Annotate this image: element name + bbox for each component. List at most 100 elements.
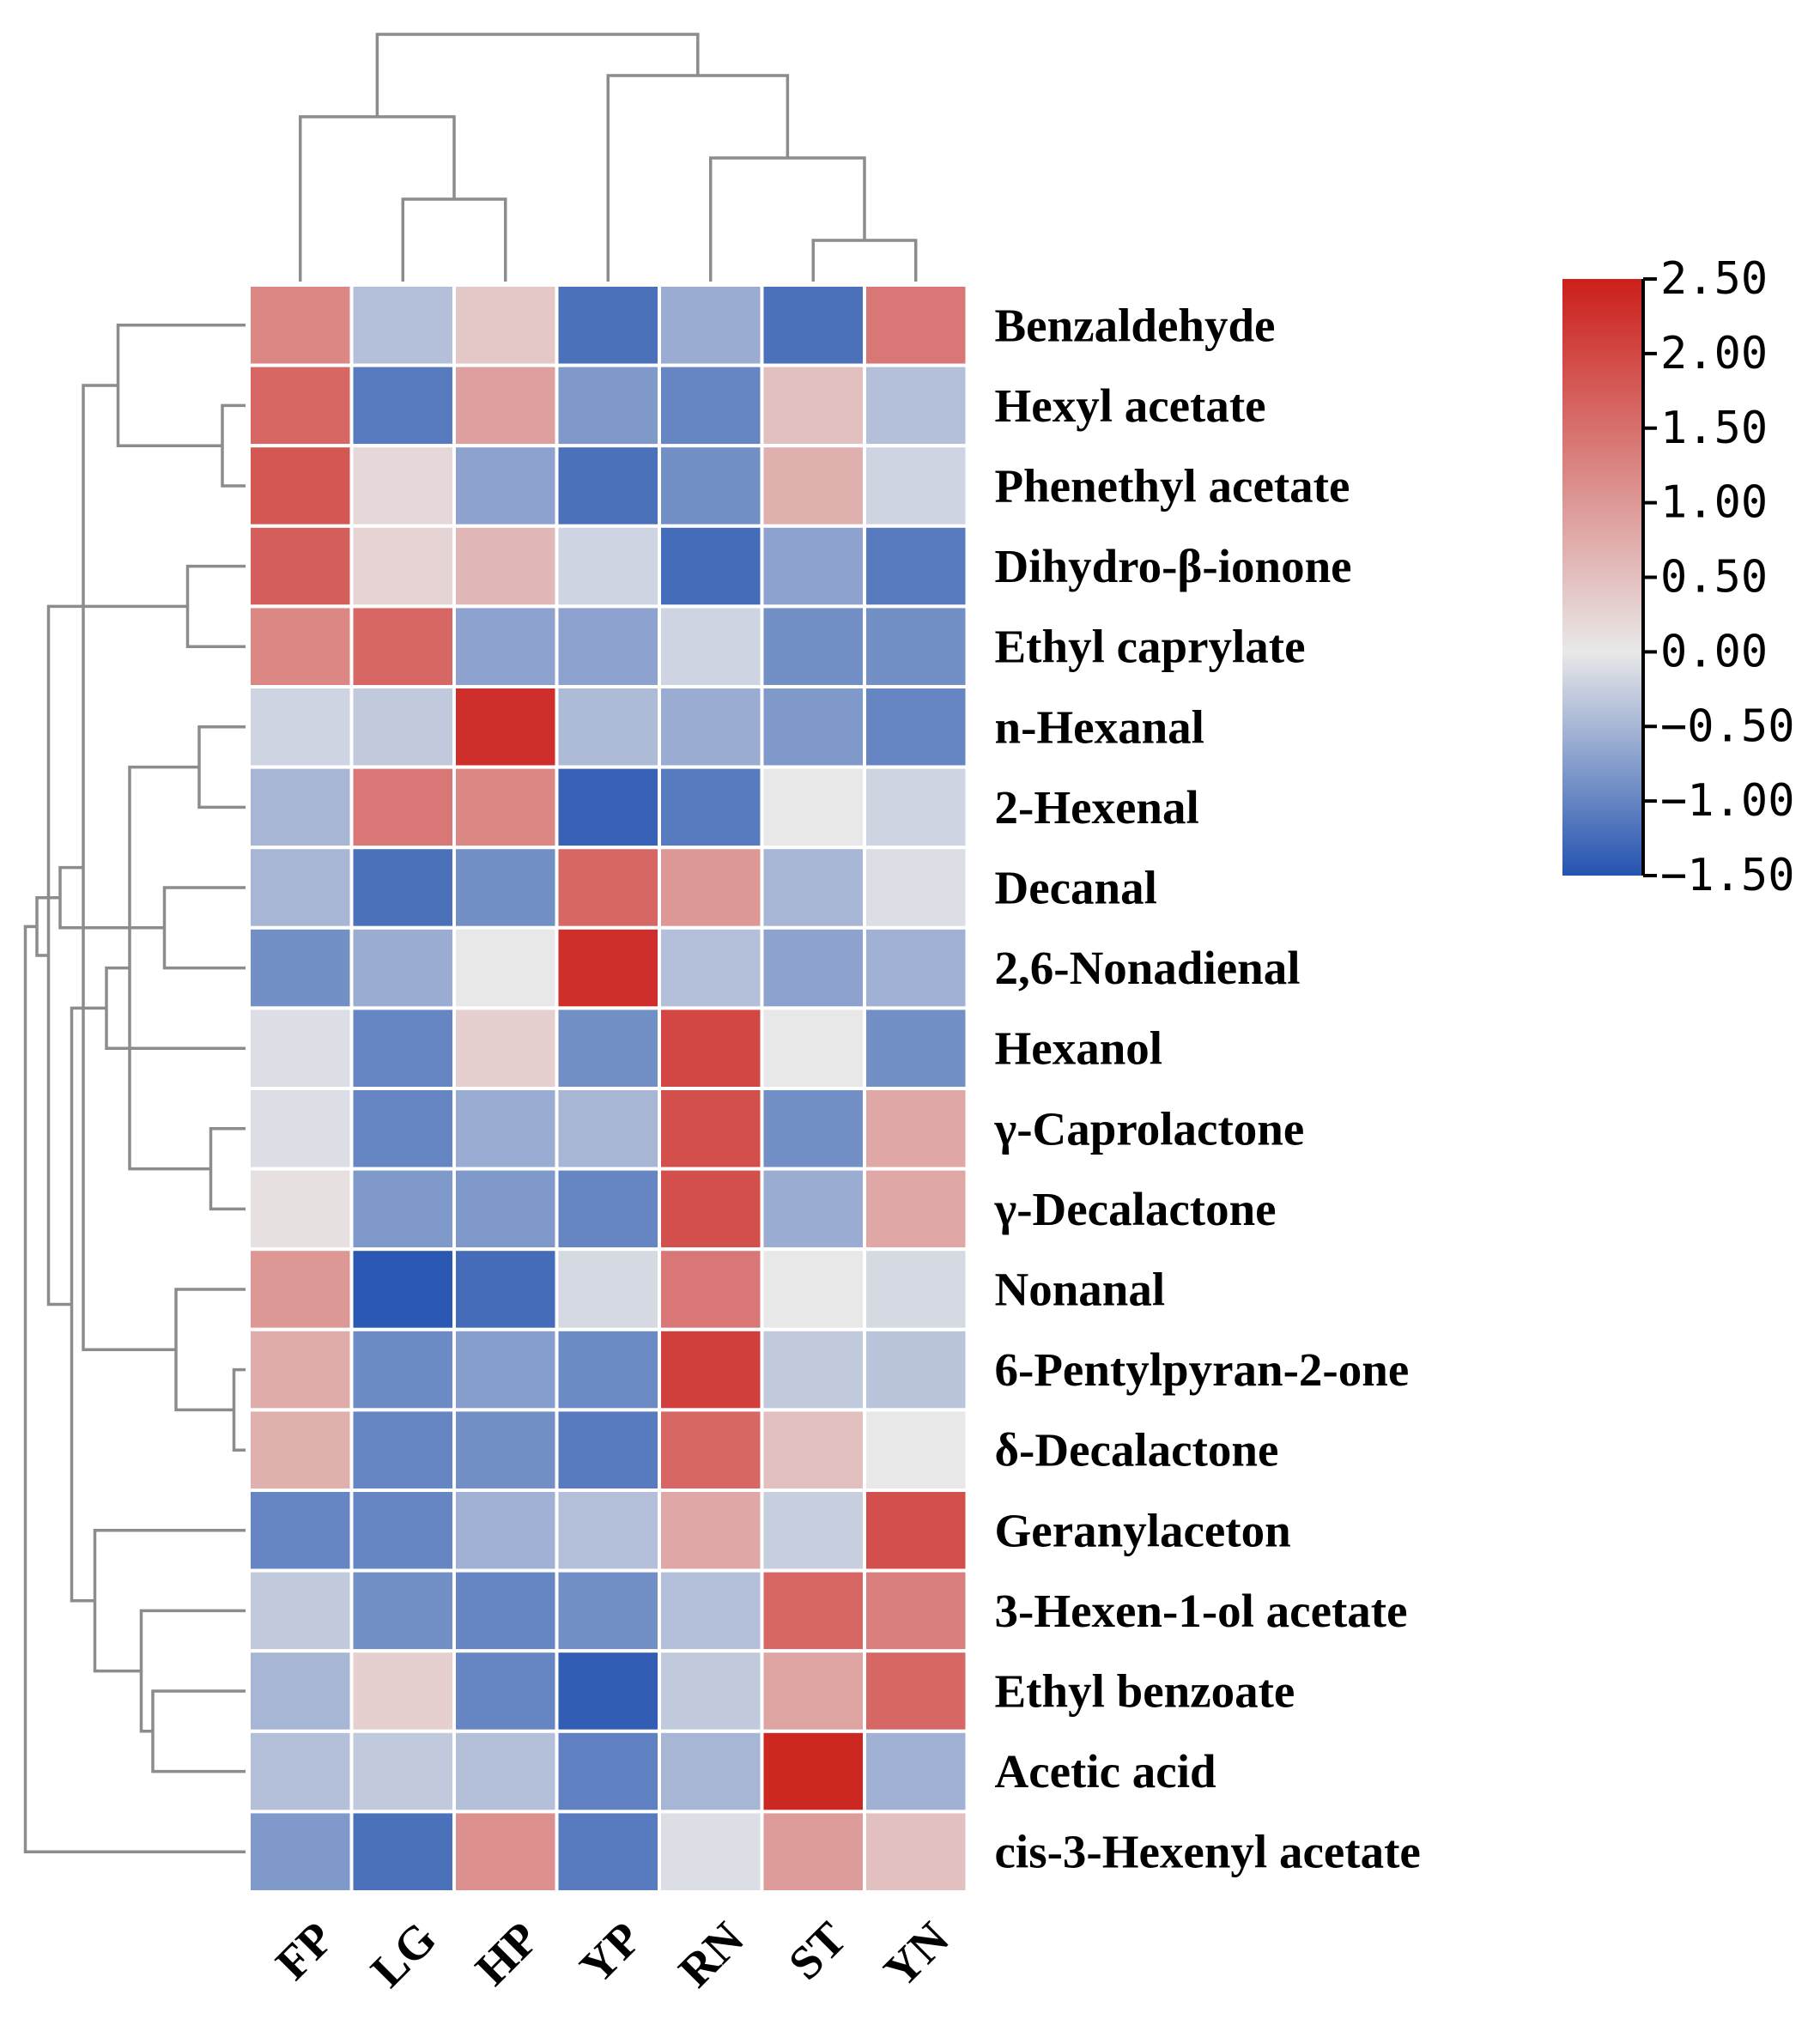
row-labels: Benzaldehyde Hexyl acetate Phenethyl aceta… <box>994 299 1421 1877</box>
dendrogram-link <box>709 156 866 282</box>
dendrogram-link <box>70 1006 106 1603</box>
heatmap-cell <box>555 1167 661 1252</box>
heatmap-cell <box>247 1488 354 1573</box>
heatmap-cell <box>760 283 866 367</box>
heatmap-cell <box>555 1006 661 1091</box>
heatmap-cell <box>760 1167 866 1252</box>
heatmap-cell <box>658 1729 764 1814</box>
heatmap-cell <box>452 363 559 448</box>
heatmap-cell <box>452 1568 559 1653</box>
row-label: cis-3-Hexenyl acetate <box>995 1826 1421 1878</box>
heatmap-cell <box>555 1810 661 1894</box>
heatmap-cell <box>863 1408 969 1493</box>
heatmap-cell <box>863 1488 969 1573</box>
heatmap-cell <box>658 1167 764 1252</box>
heatmap-cell <box>555 283 661 367</box>
heatmap-cell <box>452 1247 559 1331</box>
heatmap-cell <box>349 1729 456 1814</box>
heatmap-cell <box>555 444 661 528</box>
row-label: Ethyl benzoate <box>995 1665 1295 1718</box>
heatmap-cell <box>555 363 661 448</box>
heatmap-cell <box>863 363 969 448</box>
heatmap-cell <box>247 1006 354 1091</box>
dendrogram-link <box>46 604 188 1307</box>
column-label: LG <box>361 1912 446 1997</box>
heatmap-cell <box>247 685 354 769</box>
column-labels: FP LG HP YP RN ST YN <box>265 1912 959 1997</box>
heatmap-cell <box>863 444 969 528</box>
heatmap-cell <box>247 1568 354 1653</box>
heatmap-cell <box>760 1087 866 1171</box>
heatmap-cell <box>658 846 764 930</box>
row-label: 2,6-Nonadienal <box>995 942 1301 994</box>
heatmap-cell <box>452 1729 559 1814</box>
row-label: Dihydro-β-ionone <box>995 540 1352 592</box>
column-dendrogram <box>299 33 918 282</box>
column-label: YP <box>569 1912 651 1993</box>
heatmap-cell <box>349 1006 456 1091</box>
heatmap-cell <box>247 765 354 850</box>
heatmap-cell <box>555 1247 661 1331</box>
heatmap-cell <box>863 765 969 850</box>
row-label: Decanal <box>995 862 1157 914</box>
heatmap-cell <box>349 1810 456 1894</box>
heatmap-cell <box>452 846 559 930</box>
heatmap-cell <box>349 846 456 930</box>
heatmap-cell <box>247 1087 354 1171</box>
heatmap-cell <box>452 1488 559 1573</box>
heatmap-cell <box>452 1087 559 1171</box>
heatmap-cell <box>863 604 969 689</box>
colorbar-tick-label: 0.00 <box>1660 626 1768 677</box>
heatmap-cell <box>760 1327 866 1412</box>
heatmap-cell <box>452 1810 559 1894</box>
heatmap-cell <box>555 1568 661 1653</box>
colorbar: 2.50 2.00 1.50 1.00 0.50 0.00 −0.50 −1.00 −1.50 <box>1562 253 1795 901</box>
row-label: Nonanal <box>995 1264 1166 1316</box>
heatmap-cell <box>863 524 969 609</box>
dendrogram-link <box>151 1689 246 1773</box>
dendrogram-link <box>139 1609 246 1733</box>
heatmap-cell <box>247 363 354 448</box>
heatmap-cell <box>760 1006 866 1091</box>
heatmap-cell <box>349 1327 456 1412</box>
heatmap-cell <box>863 283 969 367</box>
heatmap-cell <box>555 1649 661 1733</box>
row-label: 3-Hexen-1-ol acetate <box>995 1585 1408 1637</box>
heatmap-cell <box>555 925 661 1010</box>
column-label: RN <box>669 1912 754 1997</box>
heatmap-cell <box>760 524 866 609</box>
row-label: Phenethyl acetate <box>995 460 1350 512</box>
heatmap-cell <box>863 925 969 1010</box>
dendrogram-link <box>58 865 165 930</box>
heatmap-cell <box>760 1649 866 1733</box>
dendrogram-link <box>93 1529 246 1673</box>
heatmap-cell <box>658 1408 764 1493</box>
colorbar-tick-label: 1.50 <box>1660 403 1768 454</box>
heatmap-cell <box>760 685 866 769</box>
row-label: γ-Decalactone <box>994 1183 1277 1235</box>
column-label: FP <box>265 1912 343 1990</box>
colorbar-tick-label: 1.00 <box>1660 477 1768 529</box>
colorbar-tick-label: −1.00 <box>1660 775 1795 827</box>
heatmap-cell <box>863 1247 969 1331</box>
heatmap-cell <box>452 1649 559 1733</box>
heatmap-cell <box>349 444 456 528</box>
heatmap-cell <box>863 1729 969 1814</box>
dendrogram-link <box>23 925 246 1853</box>
heatmap-cell <box>863 1568 969 1653</box>
heatmap-cell <box>349 1167 456 1252</box>
row-label: Geranylaceton <box>995 1504 1291 1556</box>
colorbar-gradient <box>1562 279 1643 876</box>
heatmap-cell <box>452 444 559 528</box>
dendrogram-link <box>811 239 918 282</box>
row-label: Ethyl caprylate <box>995 621 1306 673</box>
heatmap-cell <box>452 1408 559 1493</box>
row-label: n-Hexanal <box>995 700 1204 753</box>
dendrogram-link <box>375 33 700 117</box>
heatmap-cell <box>760 604 866 689</box>
heatmap-cell <box>760 925 866 1010</box>
heatmap-cell <box>760 1488 866 1573</box>
heatmap-cell <box>760 1247 866 1331</box>
heatmap-cell <box>658 604 764 689</box>
heatmap-cell <box>247 1167 354 1252</box>
